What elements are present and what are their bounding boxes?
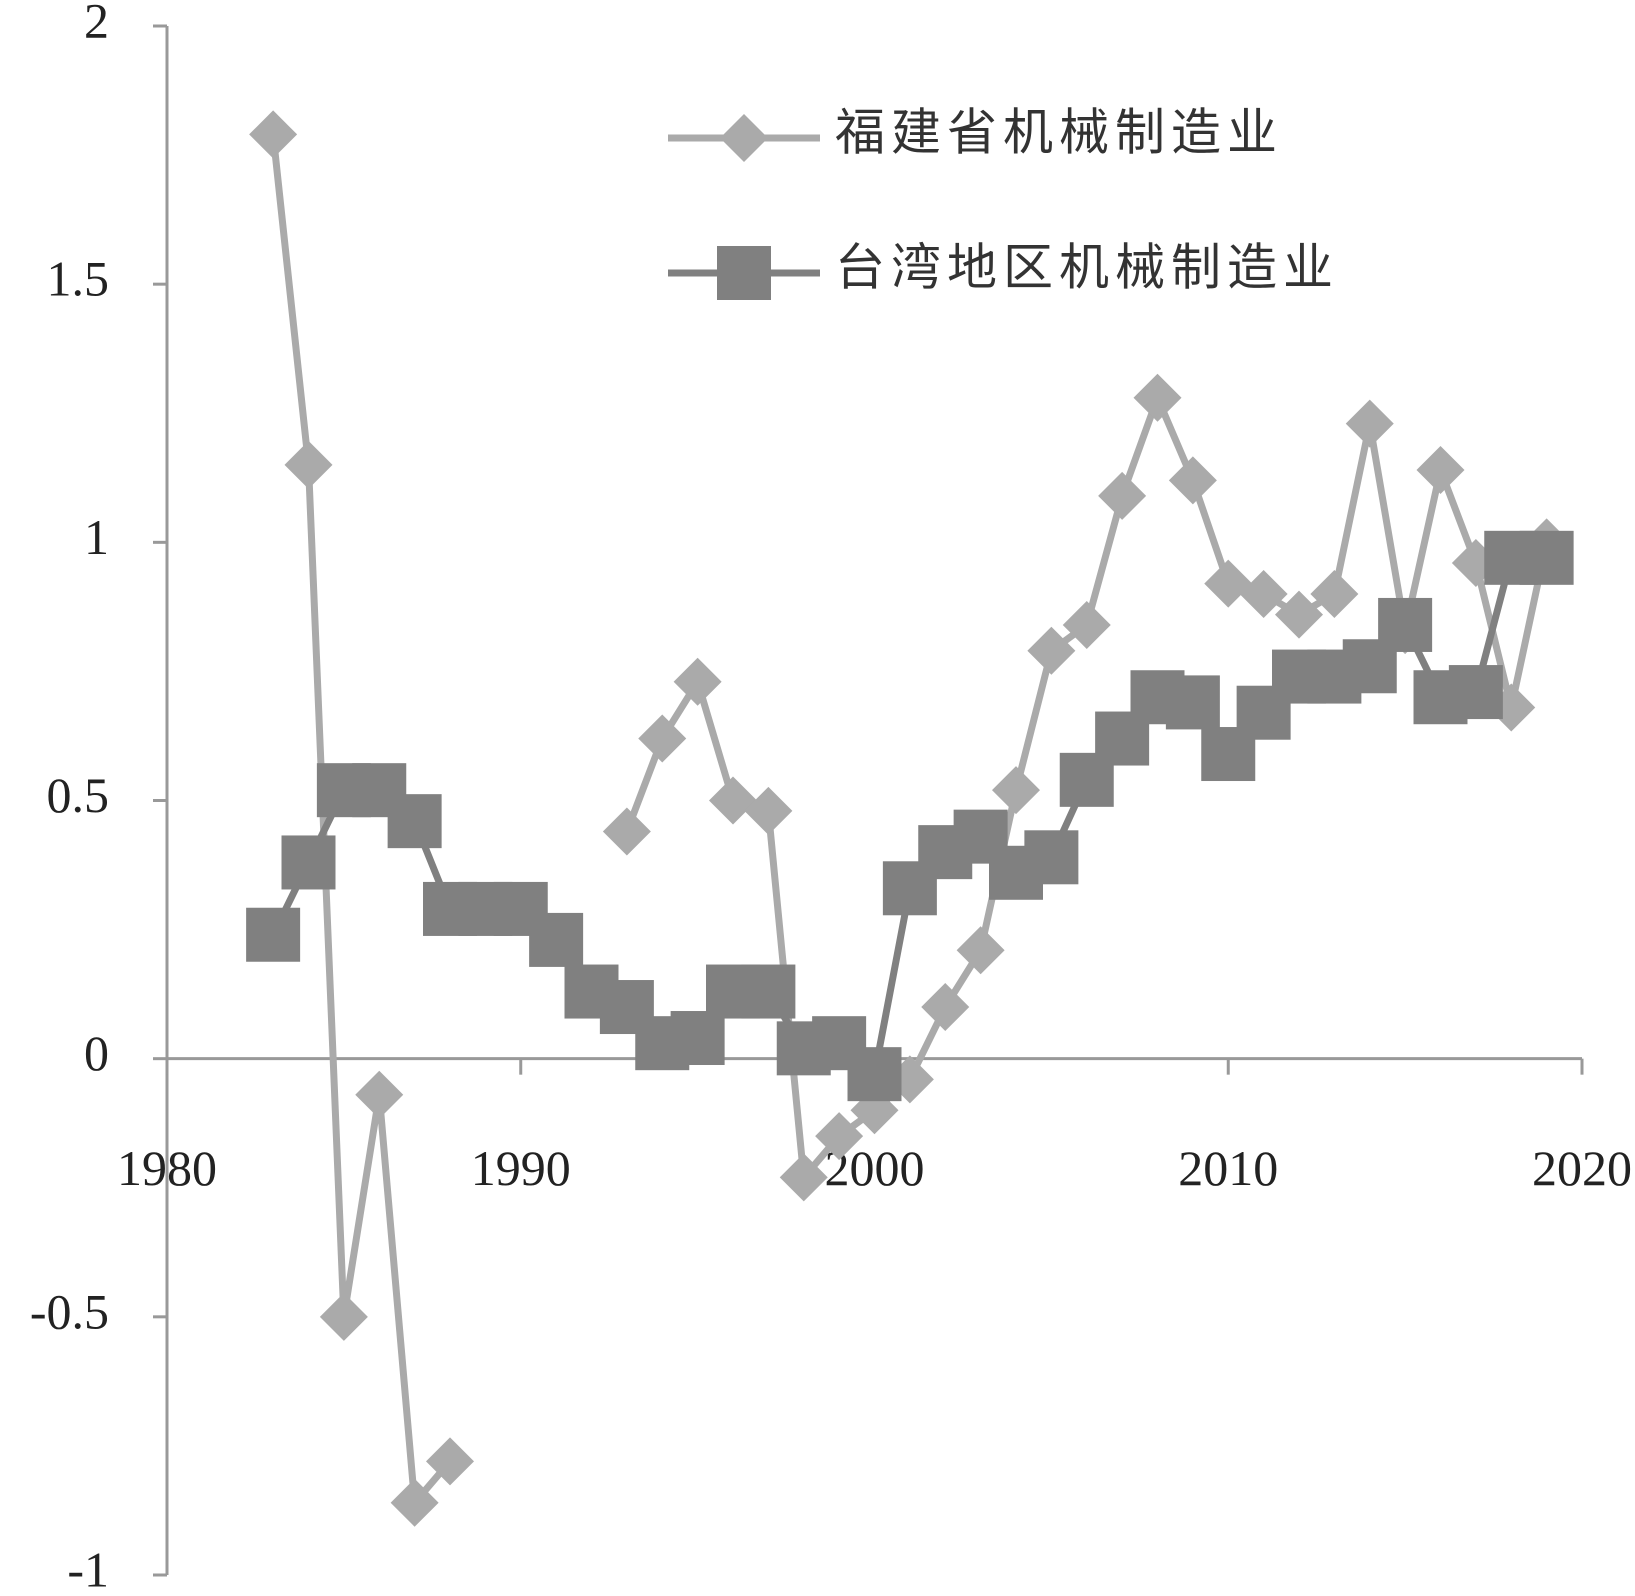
x-tick-label: 1990: [471, 1140, 571, 1196]
y-tick-label: 1.5: [47, 251, 110, 307]
diamond-marker: [744, 786, 793, 835]
x-tick-label: 2020: [1532, 1140, 1632, 1196]
diamond-marker: [1168, 456, 1217, 505]
square-marker: [847, 1047, 902, 1102]
legend-label: 台湾地区机械制造业: [835, 239, 1339, 295]
diamond-marker: [1098, 471, 1147, 520]
diamond-marker: [319, 1292, 368, 1341]
diamond-marker: [779, 1153, 828, 1202]
diamond-marker: [426, 1437, 474, 1486]
diamond-marker: [1310, 569, 1359, 618]
square-marker: [1165, 675, 1220, 730]
diamond-marker: [390, 1478, 439, 1527]
square-marker: [1378, 597, 1433, 652]
y-tick-label: 2: [84, 0, 109, 48]
diamond-marker: [956, 926, 1005, 975]
square-marker: [670, 1011, 725, 1066]
diamond-marker: [1204, 559, 1253, 608]
x-tick-label: 1980: [117, 1140, 217, 1196]
diamond-marker: [992, 766, 1040, 815]
square-marker: [741, 964, 796, 1019]
y-tick-label: -0.5: [30, 1283, 109, 1339]
square-marker: [1024, 830, 1079, 885]
diamond-marker: [638, 714, 687, 763]
diamond-marker: [1275, 590, 1323, 639]
diamond-marker: [921, 983, 970, 1032]
diamond-marker: [1345, 399, 1394, 448]
x-tick-label: 2010: [1178, 1140, 1278, 1196]
diamond-marker: [249, 110, 298, 159]
diamond-marker: [355, 1070, 404, 1119]
diamond-marker: [1062, 600, 1111, 649]
diamond-marker: [1133, 373, 1182, 422]
square-marker: [1519, 530, 1574, 585]
square-marker: [529, 912, 584, 967]
diamond-marker: [815, 1112, 864, 1161]
diamond-marker: [673, 657, 722, 706]
diamond-marker: [1416, 446, 1465, 495]
series-line: [269, 134, 1551, 1507]
y-tick-label: 0.5: [47, 767, 110, 823]
square-marker: [246, 907, 301, 962]
legend-label: 福建省机械制造业: [835, 104, 1283, 160]
square-marker: [281, 835, 336, 890]
square-marker: [1448, 665, 1503, 720]
series-line: [269, 554, 1547, 1078]
diamond-marker: [720, 114, 768, 162]
diamond-marker: [602, 807, 651, 856]
legend-item: 台湾地区机械制造业: [668, 239, 1339, 300]
y-tick-label: 1: [84, 509, 109, 565]
diamond-marker: [709, 776, 757, 825]
square-marker: [717, 246, 771, 300]
square-marker: [387, 794, 442, 849]
diamond-marker: [284, 440, 333, 489]
diamond-marker: [1027, 626, 1076, 675]
legend-item: 福建省机械制造业: [668, 104, 1283, 162]
y-tick-label: 0: [84, 1025, 109, 1081]
diamond-marker: [1239, 569, 1288, 618]
y-tick-label: -1: [67, 1541, 109, 1596]
